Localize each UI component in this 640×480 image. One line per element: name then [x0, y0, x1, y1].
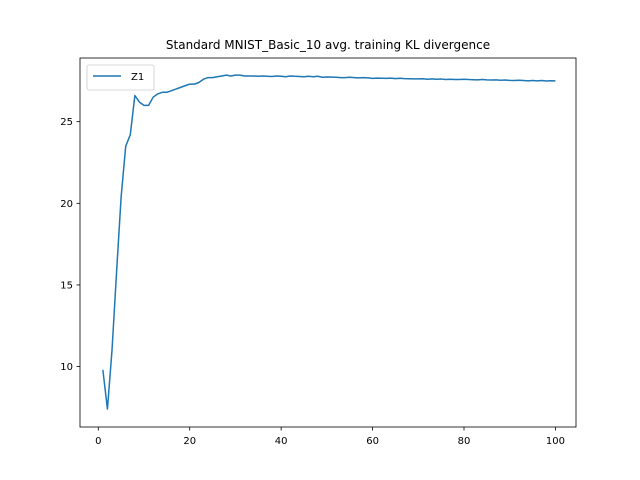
- x-axis-ticks: 0 20 40 60 80 100: [95, 427, 565, 447]
- y-tick-label: 10: [60, 362, 73, 373]
- plot-area: 0 20 40 60 80 100 10 15 20 25: [60, 57, 577, 447]
- y-axis-ticks: 10 15 20 25: [60, 117, 80, 373]
- x-tick-label: 0: [95, 436, 101, 447]
- series-line-z1: [102, 74, 556, 410]
- legend-box: [86, 64, 155, 91]
- series-layer: [102, 74, 556, 410]
- y-tick-label: 25: [60, 117, 73, 128]
- legend-label-z1: Z1: [131, 72, 144, 83]
- y-tick-label: 15: [60, 280, 73, 291]
- axes-frame: [79, 57, 577, 428]
- y-tick-label: 20: [60, 199, 73, 210]
- legend: Z1: [86, 64, 155, 91]
- x-tick-label: 40: [275, 436, 288, 447]
- x-tick-label: 20: [183, 436, 196, 447]
- x-tick-label: 60: [366, 436, 379, 447]
- x-tick-label: 80: [458, 436, 471, 447]
- chart-title: Standard MNIST_Basic_10 avg. training KL…: [166, 38, 490, 52]
- x-tick-label: 100: [546, 436, 565, 447]
